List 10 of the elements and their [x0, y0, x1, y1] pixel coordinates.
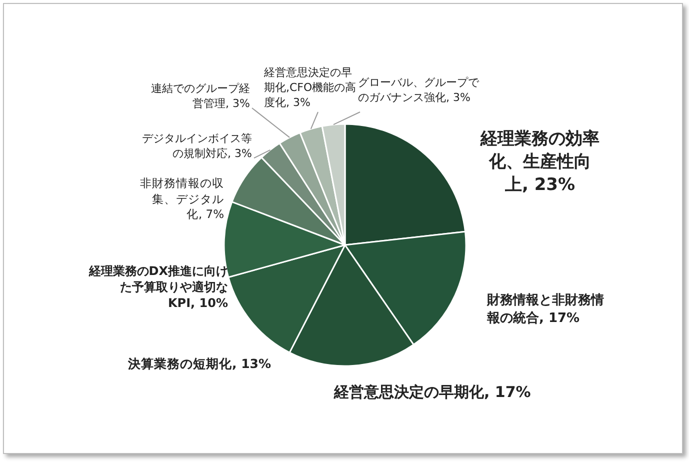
slice-label: 決算業務の短期化, 13% — [128, 356, 272, 373]
slice-label: 経理業務の効率化、生産性向上, 23% — [479, 128, 600, 197]
slice-label: 連結でのグループ経営管理, 3% — [150, 82, 250, 112]
slice-label: 非財務情報の収集、デジタル化, 7% — [140, 176, 224, 223]
slice-label: 財務情報と非財務情報の統合, 17% — [487, 292, 605, 328]
slice-label: デジタルインボイス等の規制対応, 3% — [141, 132, 252, 162]
slice-label: 経営意思決定の早期化,CFO機能の高度化, 3% — [264, 66, 356, 109]
slice-label: 経理業務のDX推進に向けた予算取りや適切なKPI, 10% — [88, 263, 228, 312]
slice-label: グローバル、グループでのガバナンス強化, 3% — [358, 76, 480, 106]
slice-label: 経営意思決定の早期化, 17% — [334, 382, 532, 402]
